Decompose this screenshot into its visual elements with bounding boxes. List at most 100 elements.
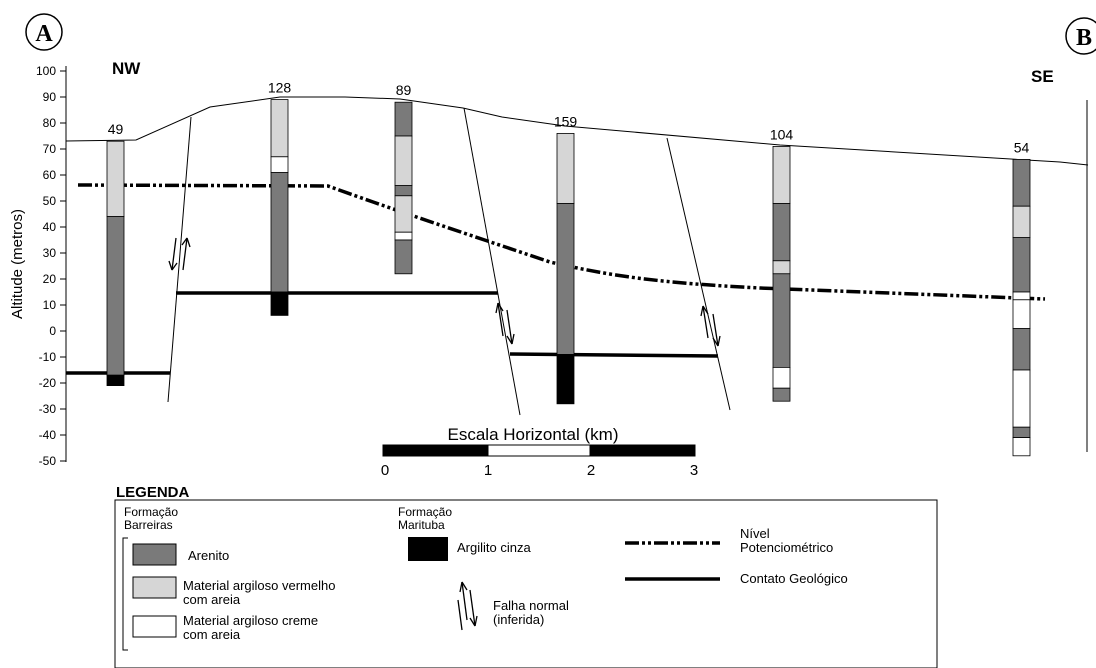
y-axis-tick-label: 20 [43, 272, 57, 286]
legend-label-falha: (inferida) [493, 612, 544, 627]
well-layer-arenito [772, 387, 791, 402]
y-axis-tick-label: 100 [36, 64, 56, 78]
well-128: 128 [268, 80, 292, 316]
fault-arrows [168, 237, 721, 347]
legend-bracket [122, 537, 128, 651]
legend: LEGENDA Formação Barreiras Arenito Mater… [114, 484, 938, 668]
well-layer-argilito [270, 291, 289, 316]
legend-label-vermelho: Material argiloso vermelho [183, 578, 335, 593]
legend-swatch-arenito [132, 543, 177, 566]
well-layer-argiloso_vermelho [556, 132, 575, 204]
well-layer-argilito [106, 374, 125, 387]
legend-group2-title: Formação [398, 505, 452, 519]
fault-line [463, 107, 521, 416]
y-axis-tick-label: -10 [39, 350, 57, 364]
scale-tick-3: 3 [690, 462, 698, 479]
ground-surface-line [65, 96, 1089, 166]
y-axis-tick-label: -50 [39, 454, 57, 468]
well-layer-arenito [1012, 327, 1031, 371]
well-layer-arenito [1012, 426, 1031, 439]
legend-swatch-argilito [408, 537, 448, 561]
y-axis-label: Altitude (metros) [9, 209, 26, 319]
well-layer-argiloso_vermelho [1012, 205, 1031, 238]
fault-lines [167, 107, 731, 416]
well-104: 104 [770, 126, 794, 402]
se-label: SE [1031, 67, 1054, 86]
y-axis-tick-label: -40 [39, 428, 57, 442]
y-axis-tick-label: 70 [43, 142, 57, 156]
well-layer-argiloso_vermelho [394, 195, 413, 233]
legend-group1-title: Barreiras [124, 518, 173, 532]
well-layer-arenito [270, 171, 289, 293]
fault-arrow-middle [495, 302, 515, 345]
scale-bar: Escala Horizontal (km) 0 1 2 3 [381, 425, 698, 479]
well-label: 54 [1014, 139, 1030, 155]
well-layer-argiloso_creme [1012, 437, 1031, 457]
well-layer-argiloso_vermelho [106, 140, 125, 217]
potentiometric-level-line [77, 183, 1046, 301]
well-layer-argiloso_creme [270, 156, 289, 173]
legend-label-vermelho: com areia [183, 592, 241, 607]
legend-title: LEGENDA [116, 484, 190, 501]
well-label: 89 [396, 82, 412, 98]
scale-tick-2: 2 [587, 462, 595, 479]
well-layer-arenito [556, 203, 575, 355]
well-layer-arenito [772, 203, 791, 262]
legend-label-falha: Falha normal [493, 598, 569, 613]
svg-text:B: B [1076, 25, 1092, 51]
well-layer-argiloso_creme [1012, 369, 1031, 428]
legend-box [114, 499, 938, 668]
y-axis-tick-label: 30 [43, 246, 57, 260]
legend-group2-title: Marituba [398, 518, 445, 532]
well-layer-argiloso_creme [1012, 299, 1031, 329]
well-layer-arenito [106, 216, 125, 376]
well-label: 49 [108, 121, 124, 137]
legend-label-creme: Material argiloso creme [183, 613, 318, 628]
well-layer-argilito [556, 353, 575, 405]
y-axis-tick-label: 90 [43, 90, 57, 104]
legend-label-argilito: Argilito cinza [457, 540, 531, 555]
well-54: 54 [1012, 139, 1031, 457]
svg-text:A: A [35, 21, 53, 47]
well-layer-arenito [394, 101, 413, 137]
well-layer-arenito [394, 184, 413, 197]
well-columns: 49 128 89 159 104 54 [106, 80, 1031, 457]
legend-fault-symbol [457, 581, 478, 631]
well-layer-argiloso_vermelho [772, 260, 791, 275]
y-axis-tick-label: 10 [43, 298, 57, 312]
nw-label: NW [112, 59, 141, 78]
legend-label-creme: com areia [183, 627, 241, 642]
well-label: 128 [268, 80, 292, 96]
well-layer-argiloso_creme [394, 231, 413, 241]
fault-line [167, 116, 192, 403]
y-axis-tick-label: 40 [43, 220, 57, 234]
legend-label-nivel: Nível [740, 526, 770, 541]
legend-label-nivel: Potenciométrico [740, 540, 833, 555]
well-layer-argiloso_creme [1012, 291, 1031, 301]
y-axis-tick-label: -30 [39, 402, 57, 416]
panel-label-b: B [1065, 17, 1096, 55]
well-layer-argiloso_vermelho [772, 145, 791, 204]
well-layer-arenito [1012, 236, 1031, 293]
fault-arrow-right [700, 305, 721, 347]
well-label: 104 [770, 126, 794, 142]
panel-label-a: A [25, 13, 63, 51]
well-89: 89 [394, 82, 413, 275]
geological-contacts [66, 291, 719, 375]
fault-arrow-left [168, 237, 191, 271]
legend-group1-title: Formação [124, 505, 178, 519]
scale-tick-0: 0 [381, 462, 389, 479]
well-layer-argiloso_creme [772, 366, 791, 389]
contact-line [509, 352, 719, 358]
y-axis-tick-label: 0 [49, 324, 56, 338]
legend-label-arenito: Arenito [188, 548, 229, 563]
fault-line [666, 137, 731, 411]
well-layer-arenito [394, 239, 413, 275]
well-159: 159 [554, 113, 577, 405]
well-layer-arenito [772, 273, 791, 368]
legend-label-contato: Contato Geológico [740, 571, 848, 586]
y-axis-tick-label: -20 [39, 376, 57, 390]
scale-tick-1: 1 [484, 462, 492, 479]
